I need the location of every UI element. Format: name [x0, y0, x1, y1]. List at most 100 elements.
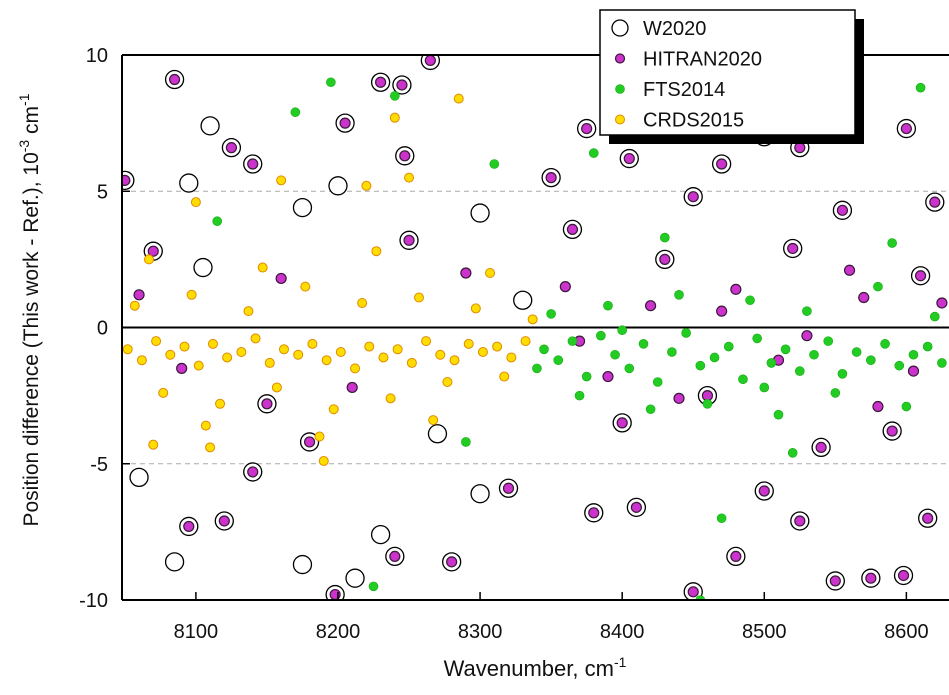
data-point — [506, 352, 517, 363]
plot-area — [122, 55, 948, 600]
data-point — [136, 355, 147, 366]
data-point — [290, 107, 301, 118]
data-point — [129, 300, 140, 311]
legend-label: W2020 — [643, 18, 706, 40]
data-point — [908, 349, 919, 360]
data-point — [300, 281, 311, 292]
data-point — [815, 441, 827, 453]
y-tick-label: -10 — [79, 590, 108, 612]
data-point — [787, 448, 798, 458]
data-point — [122, 344, 133, 355]
data-point — [179, 341, 190, 352]
data-point — [574, 390, 585, 401]
data-point — [470, 203, 490, 223]
data-point — [168, 73, 181, 86]
data-point — [837, 369, 848, 379]
legend-label: CRDS2015 — [643, 110, 744, 132]
data-point — [361, 180, 372, 191]
data-point — [681, 328, 691, 338]
data-point — [183, 520, 195, 533]
data-point — [318, 456, 329, 467]
data-point — [368, 581, 379, 592]
data-point — [392, 344, 403, 355]
data-point — [566, 223, 579, 235]
data-point — [730, 550, 742, 563]
data-point — [492, 341, 503, 352]
data-point — [546, 309, 556, 319]
data-point — [321, 355, 332, 366]
data-point — [880, 339, 890, 349]
y-tick-label: 5 — [97, 181, 108, 203]
data-point — [695, 595, 706, 600]
data-point — [222, 352, 233, 363]
data-point — [390, 91, 400, 101]
data-point — [623, 152, 635, 165]
data-point — [545, 172, 557, 184]
data-point — [858, 291, 870, 304]
data-point — [520, 336, 531, 347]
y-tick-label: 10 — [86, 45, 108, 67]
data-point — [660, 232, 670, 243]
data-point — [687, 191, 699, 203]
data-point — [865, 572, 877, 584]
data-point — [404, 172, 415, 183]
data-point — [293, 349, 304, 360]
data-point — [553, 355, 564, 366]
data-point — [794, 142, 806, 154]
data-point — [446, 556, 458, 568]
data-point — [158, 387, 169, 398]
data-point — [275, 272, 287, 285]
data-point — [389, 550, 401, 563]
data-point — [143, 254, 154, 265]
data-point — [396, 79, 408, 91]
data-point — [350, 363, 361, 374]
data-point — [460, 267, 472, 279]
data-point — [129, 467, 149, 488]
data-point — [802, 306, 812, 316]
data-point — [276, 175, 287, 186]
data-point — [176, 362, 188, 374]
data-point — [794, 515, 806, 527]
legend-marker — [615, 84, 625, 94]
data-point — [186, 289, 197, 300]
data-point — [610, 349, 620, 360]
data-point — [687, 586, 699, 598]
data-point — [667, 347, 677, 357]
data-point — [406, 357, 417, 368]
data-point — [887, 238, 897, 248]
data-point — [723, 341, 734, 352]
x-tick-label: 8200 — [316, 621, 361, 643]
y-tick-label: -5 — [90, 454, 108, 476]
data-point — [147, 245, 159, 257]
data-point — [673, 392, 685, 404]
data-point — [307, 338, 318, 349]
data-point — [652, 377, 663, 387]
legend-label: HITRAN2020 — [643, 49, 762, 71]
data-point — [328, 404, 339, 415]
data-point — [872, 400, 884, 413]
data-point — [559, 281, 571, 293]
data-point — [894, 360, 905, 371]
data-point — [122, 174, 131, 186]
legend-marker — [611, 19, 629, 37]
data-point — [225, 142, 238, 154]
data-point — [716, 305, 728, 317]
data-point — [326, 77, 336, 88]
data-point — [758, 485, 770, 497]
data-point — [236, 347, 247, 358]
data-point — [745, 295, 755, 306]
data-point — [463, 338, 474, 349]
data-point — [922, 341, 933, 352]
data-point — [385, 393, 396, 404]
data-point — [257, 262, 268, 273]
data-point — [413, 292, 424, 303]
data-point — [424, 55, 436, 67]
data-point — [836, 204, 849, 216]
data-point — [866, 355, 876, 366]
data-point — [375, 76, 387, 88]
legend-marker — [614, 53, 626, 64]
data-point — [929, 311, 940, 322]
data-point — [371, 246, 382, 257]
data-point — [617, 325, 627, 336]
